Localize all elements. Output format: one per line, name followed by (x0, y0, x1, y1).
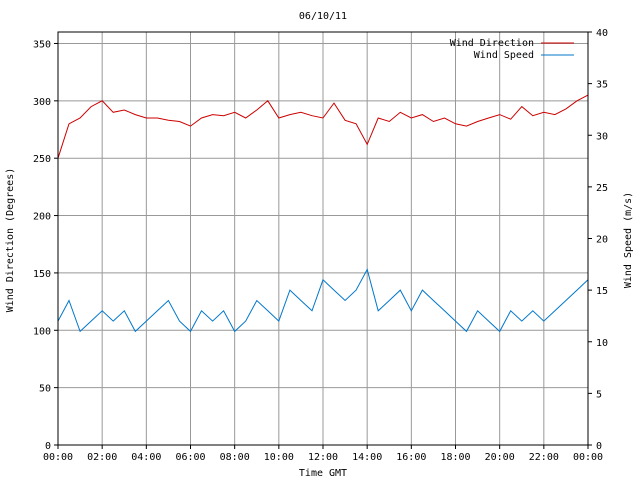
x-tick-label: 02:00 (87, 452, 117, 463)
legend-label-wind-direction: Wind Direction (450, 38, 534, 49)
x-tick-label: 00:00 (573, 452, 603, 463)
x-tick-label: 20:00 (485, 452, 515, 463)
x-tick-label: 06:00 (175, 452, 205, 463)
x-tick-label: 04:00 (131, 452, 161, 463)
x-tick-label: 14:00 (352, 452, 382, 463)
series-layer (57, 94, 589, 333)
y-right-tick-label: 30 (596, 131, 608, 142)
x-tick-label: 10:00 (264, 452, 294, 463)
y-right-tick-label: 0 (596, 441, 602, 452)
y-left-tick-label: 50 (39, 384, 51, 395)
x-tick-label: 08:00 (220, 452, 250, 463)
x-tick-label: 16:00 (396, 452, 426, 463)
x-axis-label: Time GMT (299, 468, 347, 479)
grid-layer (58, 32, 588, 445)
axis-layer: 00:00 02:00 04:00 06:00 08:00 10:00 12:00 14:00… (33, 28, 608, 463)
y-right-tick-label: 20 (596, 235, 608, 246)
y-left-tick-label: 100 (33, 326, 51, 337)
y-left-tick-label: 150 (33, 269, 51, 280)
x-tick-label: 22:00 (529, 452, 559, 463)
series-line-wind-speed (57, 268, 589, 333)
y-left-tick-label: 350 (33, 39, 51, 50)
chart-title: 06/10/11 (299, 11, 347, 22)
right-axis-label: Wind Speed (m/s) (623, 192, 634, 288)
x-tick-label: 00:00 (43, 452, 73, 463)
y-left-tick-label: 200 (33, 212, 51, 223)
left-axis-label: Wind Direction (Degrees) (5, 168, 16, 313)
y-right-tick-label: 5 (596, 389, 602, 400)
y-left-tick-label: 0 (45, 441, 51, 452)
series-line-wind-direction (57, 94, 589, 159)
y-right-tick-label: 25 (596, 183, 608, 194)
x-tick-label: 18:00 (440, 452, 470, 463)
y-left-tick-label: 300 (33, 97, 51, 108)
legend-label-wind-speed: Wind Speed (474, 50, 534, 61)
y-right-tick-label: 35 (596, 80, 608, 91)
y-right-tick-label: 15 (596, 286, 608, 297)
x-tick-label: 12:00 (308, 452, 338, 463)
y-left-tick-label: 250 (33, 154, 51, 165)
legend: Wind Direction Wind Speed (450, 38, 574, 61)
y-right-tick-label: 40 (596, 28, 608, 39)
y-right-tick-label: 10 (596, 338, 608, 349)
